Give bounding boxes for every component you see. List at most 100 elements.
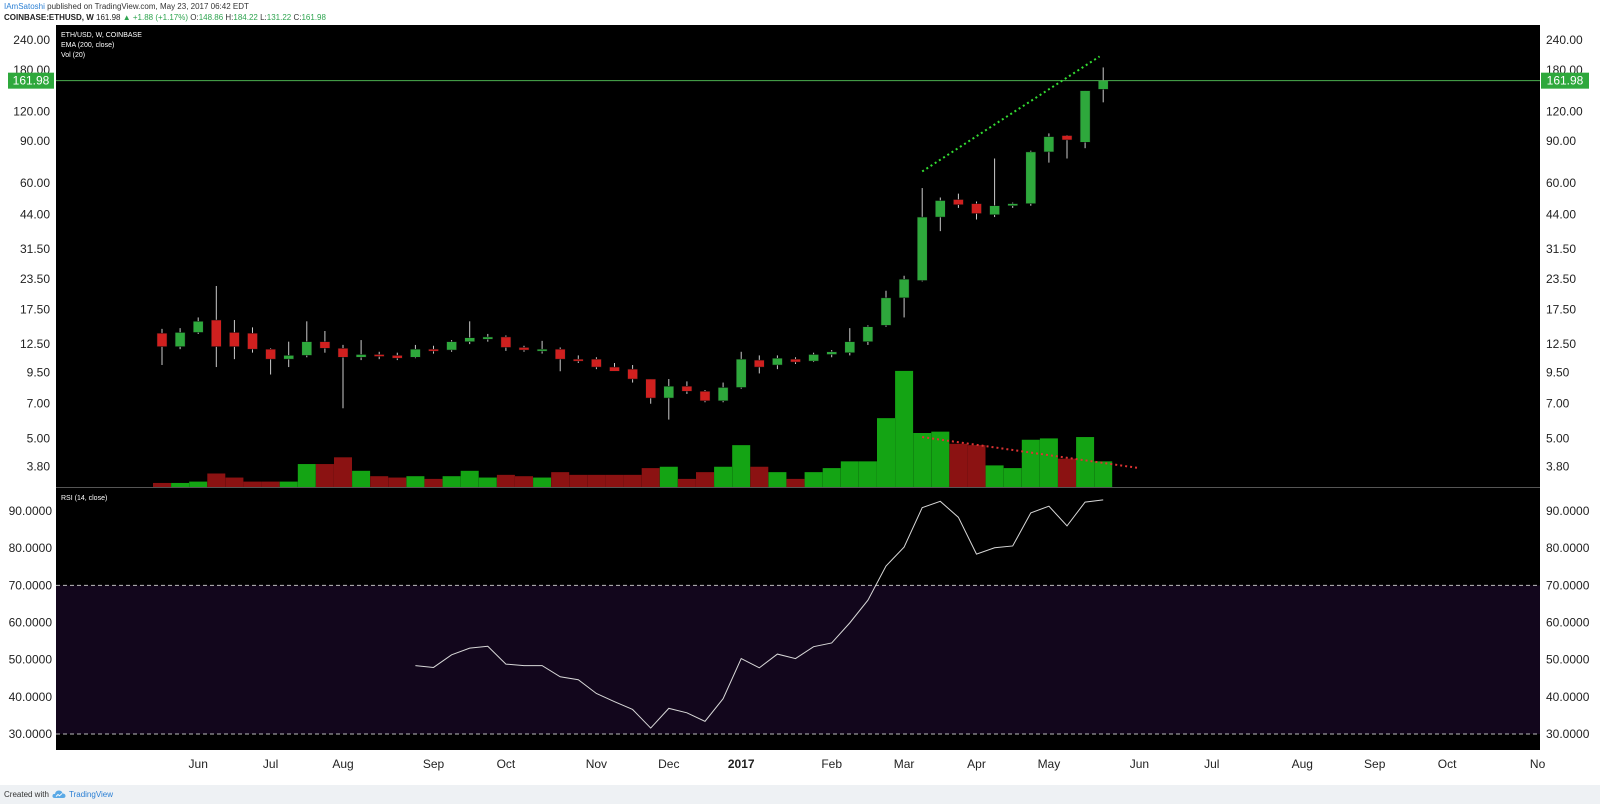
candle-body (735, 358, 747, 388)
price-tick-label-right: 90.00 (1546, 134, 1576, 148)
rsi-tick-label-left: 60.0000 (9, 616, 53, 630)
rsi-tick-label-right: 50.0000 (1546, 653, 1590, 667)
volume-bar (352, 470, 371, 487)
price-trendline (921, 55, 1101, 173)
volume-bar (297, 464, 316, 487)
candle-body (971, 203, 982, 214)
price-tick-label-left: 240.00 (13, 33, 50, 47)
candle-body (319, 341, 331, 349)
volume-bar (840, 461, 859, 487)
rsi-tick-label-left: 50.0000 (9, 653, 53, 667)
price-tick-label-left: 23.50 (20, 272, 50, 286)
candle-body (1097, 80, 1109, 90)
x-tick-label: Aug (332, 757, 353, 771)
price-tick-label-right: 240.00 (1546, 33, 1583, 47)
price-pane[interactable] (56, 25, 1540, 487)
volume-bar (442, 476, 461, 487)
candle-body (428, 348, 439, 352)
volume-bar (985, 465, 1004, 487)
volume-bar (171, 482, 190, 487)
volume-bar (768, 472, 787, 487)
candle-body (1043, 136, 1055, 153)
volume-bar (1076, 437, 1095, 487)
price-tick-label-right: 120.00 (1546, 105, 1583, 119)
rsi-tick-label-right: 90.0000 (1546, 504, 1590, 518)
chart-area[interactable]: 240.00 180.00 120.00 90.00 60.00 44.00 31.50 23… (0, 25, 1600, 785)
rsi-tick-label-left: 30.0000 (9, 727, 53, 741)
volume-bar (279, 481, 298, 487)
volume-bar (822, 468, 841, 487)
candle-body (446, 341, 457, 351)
volume-bar (1021, 439, 1040, 487)
x-tick-label: Aug (1292, 757, 1313, 771)
candle-body (880, 297, 892, 326)
volume-bar (587, 474, 606, 487)
candle-body (591, 358, 602, 368)
volume-bar (1039, 438, 1058, 487)
volume-bar (225, 477, 244, 487)
x-tick-label: No (1530, 757, 1546, 771)
volume-trendline (922, 436, 1140, 470)
volume-bar (496, 474, 515, 487)
volume-bar (750, 466, 769, 487)
volume-bar (605, 474, 624, 487)
last-price-label-left: 161.98 (13, 74, 50, 88)
rsi-tick-label-right: 30.0000 (1546, 727, 1590, 741)
price-tick-label-left: 60.00 (20, 176, 50, 190)
volume-bar (623, 474, 642, 487)
volume-bar (515, 476, 533, 487)
volume-bar (967, 445, 986, 487)
candle-body (410, 348, 421, 358)
last-price-tag-left (8, 72, 54, 89)
price-tick-label-left: 5.00 (27, 431, 51, 445)
candle-body (681, 385, 693, 392)
volume-bar (931, 431, 950, 487)
volume-bar (207, 473, 226, 487)
publisher-link[interactable]: IAmSatoshi (4, 2, 45, 11)
candle-body (989, 205, 1000, 215)
candle-body (373, 354, 385, 357)
candle-body (392, 355, 403, 359)
price-tick-label-left: 3.80 (27, 460, 51, 474)
candle-body (1007, 203, 1018, 206)
publish-header: IAmSatoshi published on TradingView.com,… (0, 0, 1600, 25)
x-tick-label: May (1038, 757, 1061, 771)
rsi-line (415, 499, 1104, 729)
candle-body (790, 358, 801, 363)
volume-bar (334, 457, 352, 487)
footer: Created with TradingView (0, 785, 1600, 804)
price-tick-label-left: 90.00 (20, 134, 50, 148)
volume-bar (804, 472, 823, 487)
rsi-tick-label-right: 70.0000 (1546, 578, 1590, 592)
price-tick-label-right: 9.50 (1546, 365, 1570, 379)
symbol-line: COINBASE:ETHUSD, W 161.98 ▲ +1.88 (+1.17… (4, 13, 326, 23)
open-label: O: (190, 13, 199, 22)
candle-body (265, 348, 276, 360)
candle-body (464, 337, 475, 342)
price-tick-label-right: 17.50 (1546, 303, 1576, 317)
candle-body (808, 354, 819, 362)
price-tick-label-left: 17.50 (20, 303, 50, 317)
candle-body (518, 347, 530, 351)
volume-bar (370, 476, 389, 487)
candle-body (355, 354, 367, 358)
candle-body (536, 348, 548, 352)
volume-bar (460, 470, 479, 487)
volume-bar (424, 478, 443, 487)
last-price-label-right: 161.98 (1547, 74, 1584, 88)
candle-body (211, 319, 222, 347)
price-tick-label-right: 5.00 (1546, 431, 1570, 445)
x-tick-label: Feb (821, 757, 842, 771)
volume-bar (786, 478, 805, 487)
tradingview-link[interactable]: TradingView (69, 790, 114, 799)
candle-body (953, 199, 964, 205)
volume-bar (478, 477, 497, 487)
x-tick-label: Jul (1204, 757, 1219, 771)
volume-bar (858, 461, 877, 487)
x-tick-label: Oct (1438, 757, 1457, 771)
chart-canvas[interactable]: 240.00180.00120.0090.0060.0044.0031.5023… (0, 25, 1600, 785)
volume-bar (1094, 461, 1113, 487)
candle-body (663, 385, 675, 399)
candle-body (500, 336, 512, 348)
price-tick-label-right: 12.50 (1546, 337, 1576, 351)
